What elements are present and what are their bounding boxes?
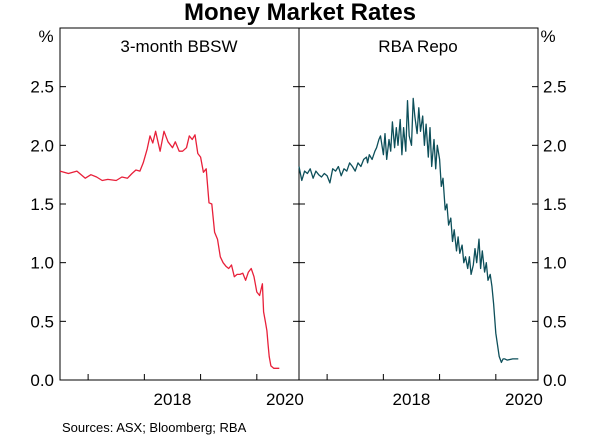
panel-title-bbsw: 3-month BBSW xyxy=(120,37,237,56)
chart-title: Money Market Rates xyxy=(184,0,416,26)
source-note: Sources: ASX; Bloomberg; RBA xyxy=(62,420,247,435)
series-group xyxy=(59,97,519,369)
y-tick-label-left: 2.5 xyxy=(30,78,54,97)
y-tick-label-left: 0.0 xyxy=(30,371,54,390)
y-unit-left: % xyxy=(38,27,53,46)
y-ticks-right: 0.0 0.5 1.0 1.5 2.0 2.5 xyxy=(532,78,567,390)
x-ticks: 2018 2020 2018 2020 xyxy=(87,374,543,409)
y-tick-label-right: 2.0 xyxy=(543,136,567,155)
y-tick-label-left: 1.5 xyxy=(30,195,54,214)
y-unit-right: % xyxy=(540,27,555,46)
y-tick-label-right: 1.5 xyxy=(543,195,567,214)
panel-title-rba-repo: RBA Repo xyxy=(378,37,457,56)
y-tick-label-right: 1.0 xyxy=(543,254,567,273)
x-tick-label: 2018 xyxy=(154,390,192,409)
y-tick-label-left: 0.5 xyxy=(30,312,54,331)
series-line-rba-repo xyxy=(298,97,519,364)
x-tick-label: 2020 xyxy=(505,390,543,409)
series-line-bbsw xyxy=(59,130,280,369)
y-tick-label-left: 2.0 xyxy=(30,136,54,155)
y-tick-label-left: 1.0 xyxy=(30,254,54,273)
x-tick-label: 2020 xyxy=(266,390,304,409)
y-tick-label-right: 0.0 xyxy=(543,371,567,390)
y-ticks-left: 0.0 0.5 1.0 1.5 2.0 2.5 xyxy=(30,78,305,390)
x-tick-label: 2018 xyxy=(393,390,431,409)
y-tick-label-right: 0.5 xyxy=(543,312,567,331)
y-tick-label-right: 2.5 xyxy=(543,78,567,97)
